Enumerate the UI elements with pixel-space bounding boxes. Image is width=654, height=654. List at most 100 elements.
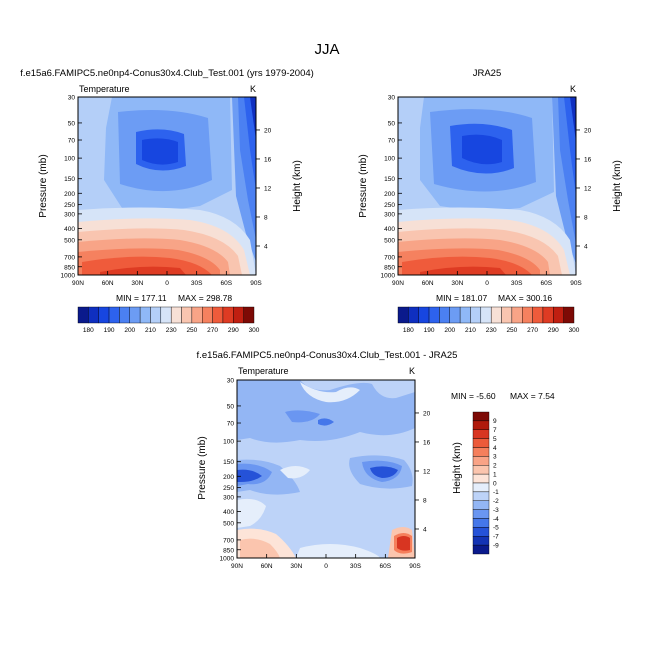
colorbar-swatch (472, 411, 490, 422)
colorbar-label: 190 (104, 327, 115, 334)
colorbar-swatch (472, 509, 490, 519)
colorbar-swatch (472, 473, 490, 484)
colorbar-label: 290 (228, 327, 239, 334)
y-tick-label: 700 (64, 254, 75, 261)
colorbar-swatch (563, 306, 575, 324)
colorbar-label: 5 (493, 436, 497, 443)
colorbar-label: -5 (493, 525, 499, 532)
panel-diff-units: K (409, 366, 415, 376)
colorbar-swatch (472, 456, 490, 466)
y-right-tick-label: 8 (423, 497, 427, 504)
colorbar-swatch (150, 306, 162, 324)
panel-jra25-y-axis: 30 50 70 100 150 200 250 300 400 500 700 850 1000 (381, 95, 402, 280)
panel-jra25-ylabel-right: Height (km) (612, 160, 623, 212)
colorbar-label: 270 (527, 327, 538, 334)
y-tick-label: 300 (64, 211, 75, 218)
colorbar-swatch (428, 306, 440, 324)
y-right-tick-label: 8 (584, 214, 588, 221)
y-right-tick-label: 20 (584, 127, 592, 134)
colorbar-label: 300 (249, 327, 260, 334)
colorbar-label: -2 (493, 498, 499, 505)
y-tick-label: 400 (64, 226, 75, 233)
y-right-tick-label: 16 (584, 156, 592, 163)
contour-band (237, 498, 266, 528)
panel-model-y-axis: 30 50 70 100 150 200 250 300 400 500 700 850 1000 (61, 95, 82, 280)
x-tick-label: 0 (485, 280, 489, 287)
panel-model-ylabel-right: Height (km) (292, 160, 303, 212)
contour-band (564, 97, 576, 196)
x-tick-label: 90S (250, 280, 262, 287)
y-tick-label: 850 (64, 264, 75, 271)
contour-band (570, 97, 576, 142)
contour-band (300, 382, 360, 403)
panel-diff-title: f.e15a6.FAMIPC5.ne0np4-Conus30x4.Club_Te… (197, 350, 458, 361)
contour-band (100, 266, 186, 275)
colorbar-swatch (501, 306, 513, 324)
panel-model-ylabel: Pressure (mb) (38, 154, 49, 217)
panel-model-min: MIN = 177.11 (116, 293, 167, 303)
panel-model-subtitle: Temperature (79, 84, 130, 94)
panel-model-units: K (250, 84, 256, 94)
colorbar-label: 250 (506, 327, 517, 334)
colorbar-swatch (449, 306, 461, 324)
colorbar-label: 180 (83, 327, 94, 334)
colorbar-swatch (472, 544, 490, 555)
panel-jra25-field (398, 97, 576, 275)
colorbar-label: 1 (493, 471, 497, 478)
y-tick-label: 700 (223, 537, 234, 544)
panel-jra25-title: JRA25 (473, 68, 502, 79)
panel-jra25-ylabel: Pressure (mb) (358, 154, 369, 217)
figure-title: JJA (314, 41, 339, 58)
colorbar-label: 290 (548, 327, 559, 334)
y-tick-label: 300 (384, 211, 395, 218)
panel-diff: f.e15a6.FAMIPC5.ne0np4-Conus30x4.Club_Te… (197, 350, 555, 570)
colorbar-swatch (439, 306, 450, 324)
x-tick-label: 30S (191, 280, 203, 287)
colorbar-temperature: 180 190 200 210 230 250 270 290 300 (77, 306, 260, 334)
x-tick-label: 60S (221, 280, 233, 287)
x-tick-label: 60S (541, 280, 553, 287)
x-tick-label: 30S (511, 280, 523, 287)
contour-band (237, 380, 415, 443)
contour-band (237, 469, 262, 482)
panel-diff-y-axis: 30 50 70 100 150 200 250 300 400 500 700 850 1000 (220, 378, 241, 563)
x-tick-label: 90N (392, 280, 404, 287)
colorbar-swatch (181, 306, 193, 324)
colorbar-swatch (212, 306, 224, 324)
contour-band (462, 134, 502, 165)
colorbar-swatch (222, 306, 234, 324)
colorbar-swatch (108, 306, 120, 324)
colorbar-label: 210 (465, 327, 476, 334)
panel-diff-min: MIN = -5.60 (451, 391, 496, 401)
x-tick-label: 60N (422, 280, 434, 287)
colorbar-swatch (542, 306, 554, 324)
panel-jra25-y-right-axis: 20 16 12 8 4 (576, 127, 592, 250)
y-tick-label: 500 (223, 520, 234, 527)
colorbar-swatch (88, 306, 99, 324)
y-tick-label: 200 (223, 474, 234, 481)
y-tick-label: 100 (64, 156, 75, 163)
y-tick-label: 200 (384, 191, 395, 198)
y-tick-label: 150 (384, 176, 395, 183)
panel-jra25-units: K (570, 84, 576, 94)
colorbar-swatch (470, 306, 482, 324)
colorbar-swatch (472, 447, 490, 457)
x-tick-label: 30N (451, 280, 463, 287)
y-tick-label: 400 (223, 509, 234, 516)
y-tick-label: 30 (227, 378, 235, 385)
y-right-tick-label: 8 (264, 214, 268, 221)
colorbar-temperature-jra25: 180 190 200 210 230 250 270 290 300 (397, 306, 580, 334)
colorbar-label: -7 (493, 534, 499, 541)
panel-model: f.e15a6.FAMIPC5.ne0np4-Conus30x4.Club_Te… (20, 68, 314, 303)
colorbar-label: 230 (166, 327, 177, 334)
colorbar-swatch (490, 306, 502, 324)
colorbar-swatch (202, 306, 213, 324)
colorbar-label: 0 (493, 480, 497, 487)
colorbar-swatch (191, 306, 203, 324)
y-right-tick-label: 4 (423, 526, 427, 533)
colorbar-swatch (472, 438, 490, 448)
panel-diff-y-right-axis: 20 16 12 8 4 (415, 410, 431, 533)
colorbar-swatch (129, 306, 141, 324)
colorbar-swatch (233, 306, 244, 324)
colorbar-swatch (139, 306, 151, 324)
